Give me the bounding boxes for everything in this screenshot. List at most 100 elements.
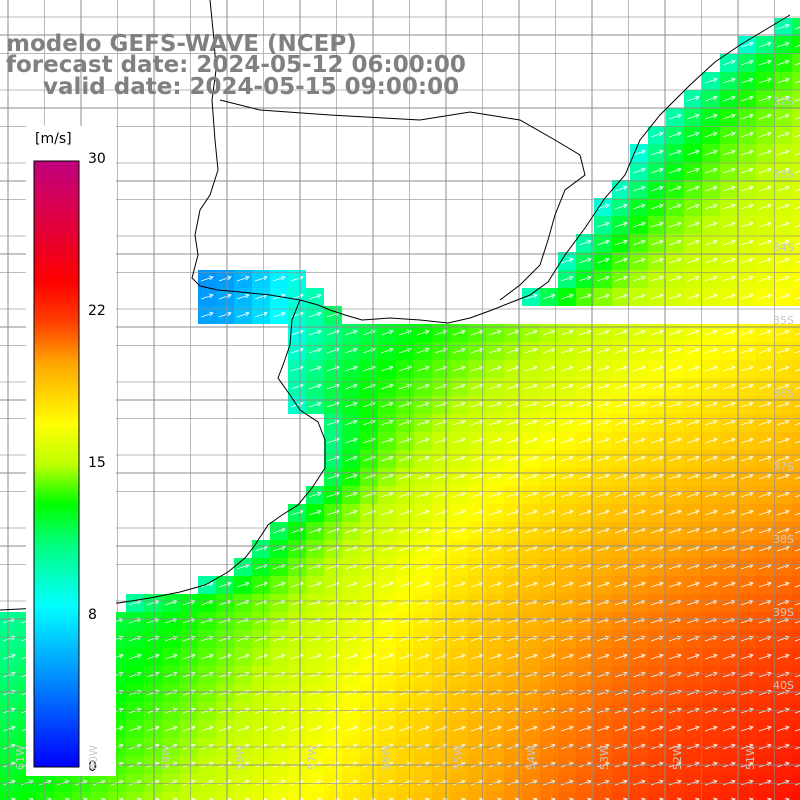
wind-cell	[792, 216, 800, 234]
wind-arrow	[488, 401, 502, 408]
wind-arrow	[380, 437, 394, 444]
wind-arrow	[722, 77, 736, 84]
wind-arrow	[794, 512, 800, 516]
wind-arrow	[380, 473, 394, 480]
wind-arrow	[722, 239, 736, 246]
wind-arrow	[722, 185, 736, 192]
wind-arrow	[740, 581, 754, 588]
wind-arrow	[2, 725, 16, 732]
wind-arrow	[614, 437, 628, 444]
wind-arrow	[632, 257, 646, 264]
wind-arrow	[416, 491, 430, 498]
wind-arrow	[704, 275, 718, 282]
wind-arrow	[308, 581, 322, 588]
wind-cell	[576, 792, 594, 800]
wind-arrow	[776, 401, 790, 408]
wind-arrow	[380, 329, 394, 336]
wind-arrow	[632, 725, 646, 732]
wind-arrow	[380, 455, 394, 462]
wind-arrow	[416, 419, 430, 426]
wind-arrow	[794, 746, 800, 750]
wind-arrow	[758, 473, 772, 480]
latitude-label: 34S	[773, 241, 794, 254]
wind-arrow	[560, 437, 574, 444]
wind-arrow	[758, 401, 772, 408]
wind-arrow	[632, 185, 646, 192]
wind-arrow	[452, 581, 466, 588]
model-title: modelo GEFS-WAVE (NCEP)	[6, 31, 357, 57]
wind-arrow	[722, 59, 736, 66]
wind-arrow	[560, 365, 574, 372]
wind-arrow	[488, 365, 502, 372]
wind-arrow	[614, 185, 628, 192]
wind-arrow	[308, 347, 322, 354]
wind-cell	[234, 792, 252, 800]
wind-arrow	[146, 653, 160, 660]
wind-arrow	[560, 275, 574, 282]
wind-arrow	[722, 401, 736, 408]
wind-arrow	[524, 437, 538, 444]
wind-arrow	[740, 185, 754, 192]
wind-arrow	[650, 131, 664, 138]
wind-cell	[162, 792, 180, 800]
wind-cell	[792, 324, 800, 342]
wind-arrow	[740, 329, 754, 336]
wind-arrow	[578, 329, 592, 336]
wind-cell	[792, 378, 800, 396]
wind-arrow	[686, 509, 700, 516]
wind-arrow	[794, 404, 800, 408]
wind-arrow	[776, 221, 790, 228]
wind-arrow	[254, 275, 268, 282]
wind-arrow	[488, 329, 502, 336]
wind-arrow	[452, 365, 466, 372]
wind-arrow	[668, 653, 682, 660]
wind-arrow	[488, 509, 502, 516]
wind-arrow	[650, 329, 664, 336]
wind-arrow	[776, 455, 790, 462]
wind-cell	[126, 792, 144, 800]
wind-arrow	[632, 293, 646, 300]
wind-cell	[792, 594, 800, 612]
wind-arrow	[308, 725, 322, 732]
wind-arrow	[632, 491, 646, 498]
wind-arrow	[632, 149, 646, 156]
wind-arrow	[182, 725, 196, 732]
wind-arrow	[632, 437, 646, 444]
wind-arrow	[614, 221, 628, 228]
wind-arrow	[740, 365, 754, 372]
wind-arrow	[524, 725, 538, 732]
wind-arrow	[740, 167, 754, 174]
wind-arrow	[758, 383, 772, 390]
wind-arrow	[524, 365, 538, 372]
wind-arrow	[686, 275, 700, 282]
wind-cell	[792, 558, 800, 576]
wind-arrow	[704, 167, 718, 174]
wind-arrow	[614, 293, 628, 300]
wind-arrow	[758, 581, 772, 588]
wind-speed-field	[0, 18, 800, 800]
wind-arrow	[560, 329, 574, 336]
wind-arrow	[740, 59, 754, 66]
wind-arrow	[776, 41, 790, 48]
wind-arrow	[128, 725, 142, 732]
wind-arrow	[596, 203, 610, 210]
wind-arrow	[686, 95, 700, 102]
wind-arrow	[758, 239, 772, 246]
wind-cell	[324, 792, 342, 800]
wind-arrow	[704, 455, 718, 462]
wind-arrow	[722, 293, 736, 300]
wind-arrow	[668, 293, 682, 300]
wind-arrow	[740, 293, 754, 300]
wind-arrow	[686, 347, 700, 354]
wind-arrow	[524, 653, 538, 660]
wind-arrow	[776, 473, 790, 480]
wind-arrow	[740, 221, 754, 228]
wind-arrow	[794, 548, 800, 552]
wind-arrow	[578, 383, 592, 390]
wind-cell	[792, 648, 800, 666]
wind-arrow	[794, 62, 800, 66]
wind-arrow	[650, 383, 664, 390]
wind-arrow	[632, 167, 646, 174]
wind-arrow	[344, 401, 358, 408]
wind-arrow	[200, 293, 214, 300]
